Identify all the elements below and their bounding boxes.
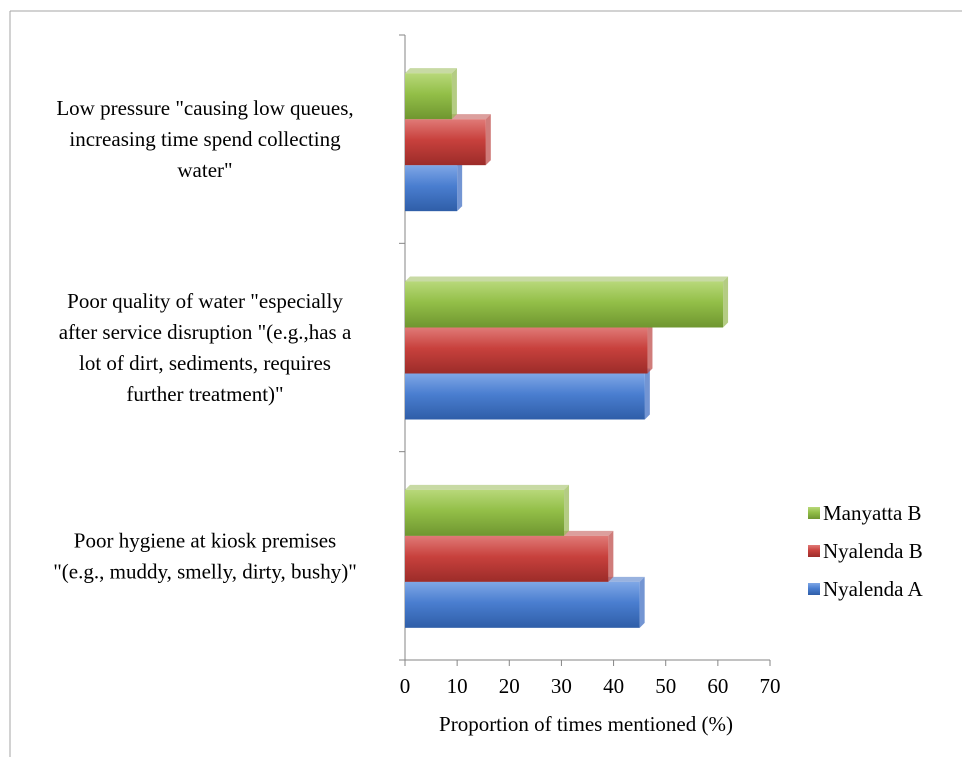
category-label: Low pressure "causing low queues, increas… xyxy=(56,96,353,182)
bar-manyatta-b xyxy=(405,276,729,328)
x-tick-label: 20 xyxy=(499,674,520,698)
legend-swatch xyxy=(808,507,820,519)
bar-manyatta-b xyxy=(405,68,457,120)
x-tick-label: 40 xyxy=(603,674,624,698)
legend-label: Nyalenda A xyxy=(823,577,924,601)
bar-nyalenda-b xyxy=(405,114,491,166)
legend-item-nyalenda-a: Nyalenda A xyxy=(808,577,924,601)
x-axis-title: Proportion of times mentioned (%) xyxy=(439,712,733,736)
bar-nyalenda-a xyxy=(405,160,463,212)
legend-swatch xyxy=(808,545,820,557)
bar-nyalenda-b xyxy=(405,530,614,582)
legend-label: Nyalenda B xyxy=(823,539,923,563)
legend: Manyatta B Nyalenda B Nyalenda A xyxy=(808,501,924,601)
legend-swatch xyxy=(808,583,820,595)
legend-item-manyatta-b: Manyatta B xyxy=(808,501,922,525)
x-tick-label: 60 xyxy=(707,674,728,698)
legend-item-nyalenda-b: Nyalenda B xyxy=(808,539,923,563)
legend-label: Manyatta B xyxy=(823,501,922,525)
bar-nyalenda-a xyxy=(405,576,645,628)
x-tick-label: 70 xyxy=(760,674,781,698)
bar-nyalenda-a xyxy=(405,368,650,420)
bar-nyalenda-b xyxy=(405,322,653,374)
x-tick-label: 10 xyxy=(447,674,468,698)
category-label: Poor quality of water "especially after s… xyxy=(59,289,352,406)
plot-area xyxy=(399,34,770,661)
x-tick-label: 30 xyxy=(551,674,572,698)
x-tick-label: 50 xyxy=(655,674,676,698)
x-axis-ticks: 0 10 20 30 40 50 60 70 xyxy=(400,660,781,698)
x-tick-label: 0 xyxy=(400,674,411,698)
category-labels: Poor hygiene at kiosk premises "(e.g., mu… xyxy=(53,96,357,583)
category-label: Poor hygiene at kiosk premises "(e.g., mu… xyxy=(53,528,357,583)
bar-manyatta-b xyxy=(405,484,570,536)
